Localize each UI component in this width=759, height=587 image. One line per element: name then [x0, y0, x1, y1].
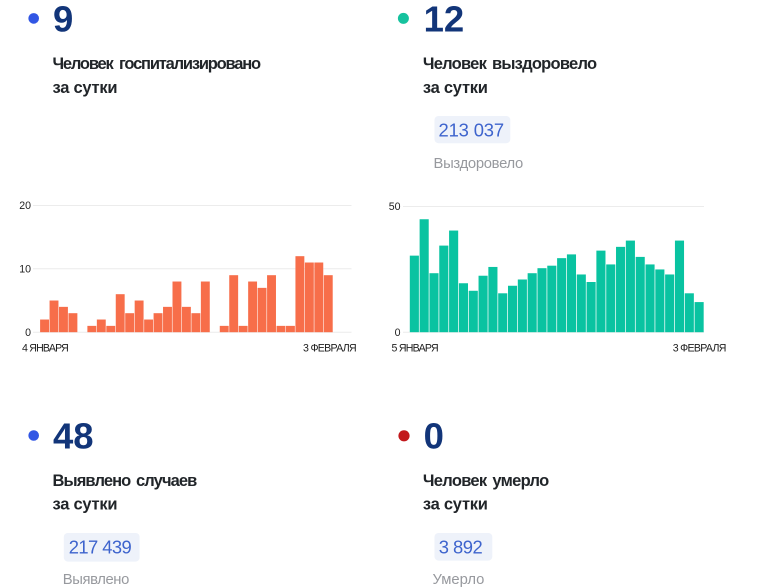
svg-text:за сутки: за сутки	[423, 79, 488, 97]
svg-text:Человек умерло: Человек умерло	[423, 472, 549, 490]
svg-text:за сутки: за сутки	[53, 79, 118, 97]
svg-text:Выявлено случаев: Выявлено случаев	[53, 472, 198, 490]
svg-text:Умерло: Умерло	[433, 572, 485, 587]
svg-text:50: 50	[389, 201, 401, 213]
svg-text:Выздоровело: Выздоровело	[434, 156, 524, 172]
svg-text:213 037: 213 037	[439, 119, 504, 140]
svg-text:20: 20	[19, 200, 31, 212]
svg-text:12: 12	[424, 0, 465, 40]
svg-text:0: 0	[25, 327, 31, 339]
svg-text:217 439: 217 439	[69, 536, 132, 557]
svg-text:4 ЯНВАРЯ: 4 ЯНВАРЯ	[22, 342, 68, 354]
svg-text:3 ФЕВРАЛЯ: 3 ФЕВРАЛЯ	[673, 342, 726, 354]
svg-text:Выявлено: Выявлено	[63, 572, 129, 587]
svg-text:10: 10	[19, 264, 31, 276]
svg-text:0: 0	[424, 416, 444, 457]
svg-text:5 ЯНВАРЯ: 5 ЯНВАРЯ	[392, 342, 438, 354]
svg-text:Человек госпитализировано: Человек госпитализировано	[53, 55, 262, 73]
svg-text:3 ФЕВРАЛЯ: 3 ФЕВРАЛЯ	[303, 342, 356, 354]
svg-text:Человек выздоровело: Человек выздоровело	[423, 55, 597, 73]
svg-text:0: 0	[395, 327, 401, 339]
svg-text:за сутки: за сутки	[423, 496, 488, 514]
svg-text:48: 48	[53, 416, 94, 457]
svg-text:3 892: 3 892	[439, 536, 483, 557]
svg-text:9: 9	[53, 0, 73, 40]
svg-text:за сутки: за сутки	[53, 496, 118, 514]
